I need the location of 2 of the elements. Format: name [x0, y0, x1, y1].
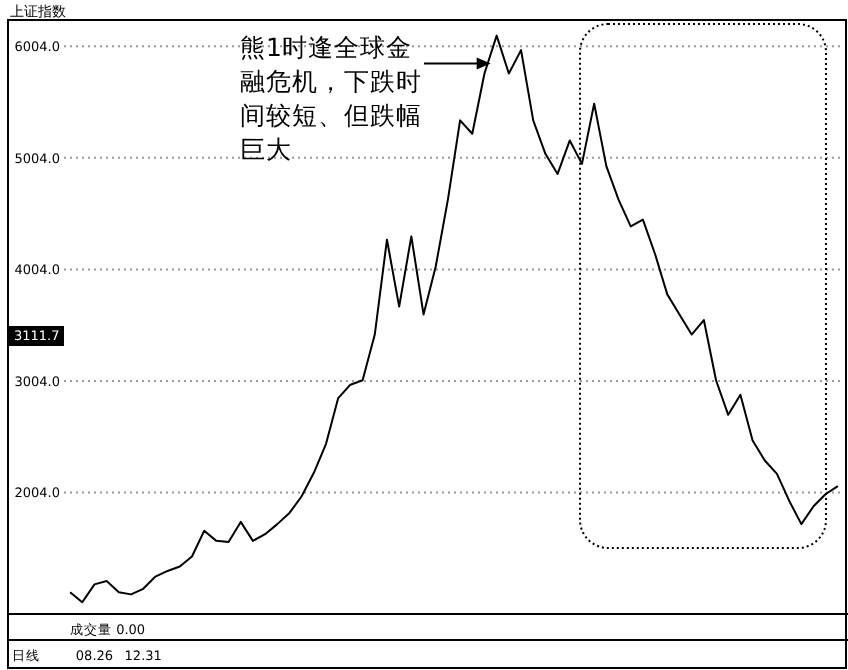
annotation: 熊1时逢全球金融危机，下跌时间较短、但跌幅巨大: [240, 32, 422, 164]
line-series: [69, 34, 839, 604]
